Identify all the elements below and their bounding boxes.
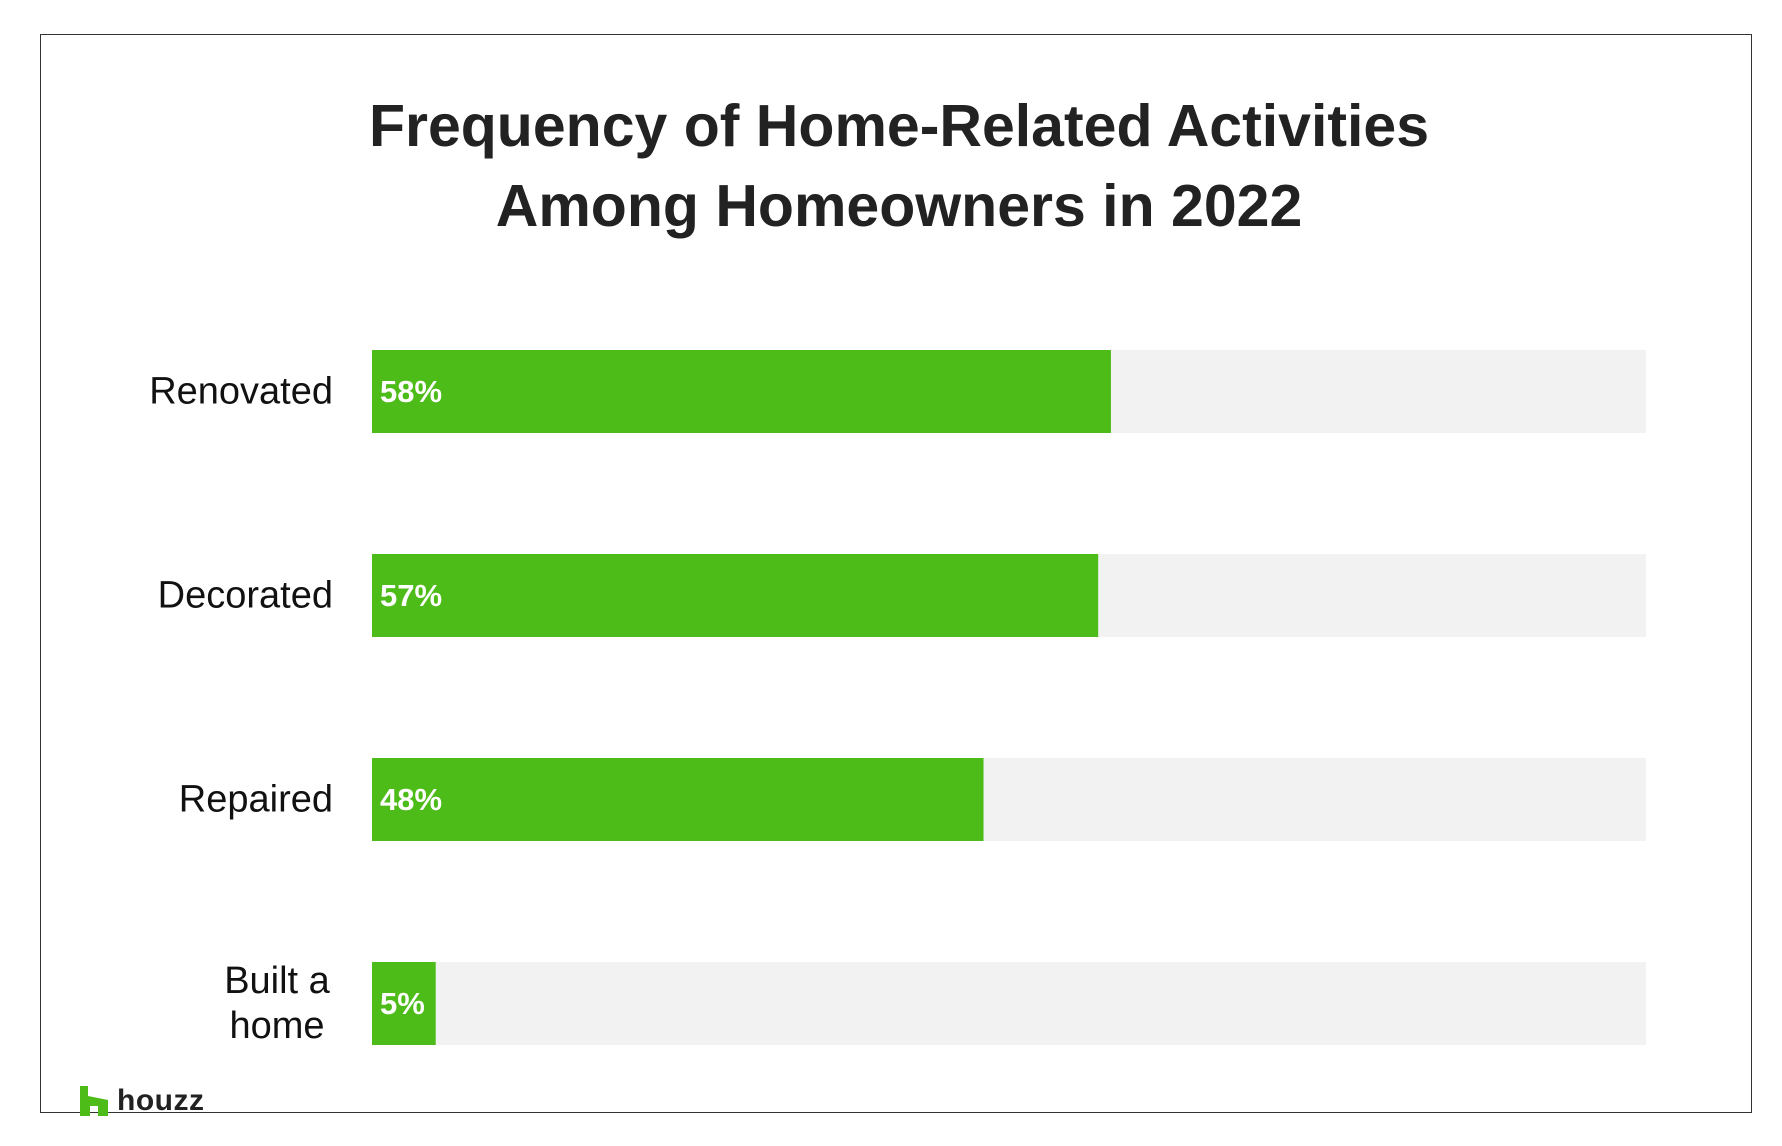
category-label-line: Decorated bbox=[158, 575, 333, 617]
houzz-logo: houzz bbox=[80, 1082, 204, 1116]
bar bbox=[372, 962, 436, 1045]
value-label: 58% bbox=[380, 374, 442, 409]
value-label: 57% bbox=[380, 578, 442, 613]
chart-title-line-1: Frequency of Home-Related Activities bbox=[368, 93, 1430, 159]
category-label: Built a home bbox=[224, 960, 330, 1047]
chart-title: Frequency of Home-Related Activities Amo… bbox=[0, 86, 1782, 246]
category-label: Repaired bbox=[179, 779, 333, 821]
category-label-line: home bbox=[229, 1005, 324, 1047]
value-label: 5% bbox=[380, 986, 425, 1021]
category-label-line: Repaired bbox=[179, 779, 333, 821]
bar bbox=[372, 350, 1111, 433]
bar bbox=[372, 554, 1099, 637]
value-label: 48% bbox=[380, 782, 442, 817]
category-label: Decorated bbox=[158, 575, 333, 617]
category-label-line: Renovated bbox=[149, 371, 333, 413]
category-label: Renovated bbox=[149, 371, 333, 413]
category-label-line: Built a bbox=[224, 960, 330, 1002]
bar-track bbox=[372, 962, 1646, 1045]
chart-title-line-2: Among Homeowners in 2022 bbox=[495, 173, 1303, 239]
bar bbox=[372, 758, 984, 841]
brand-name: houzz bbox=[117, 1084, 205, 1117]
houzz-logo-icon bbox=[80, 1086, 108, 1116]
